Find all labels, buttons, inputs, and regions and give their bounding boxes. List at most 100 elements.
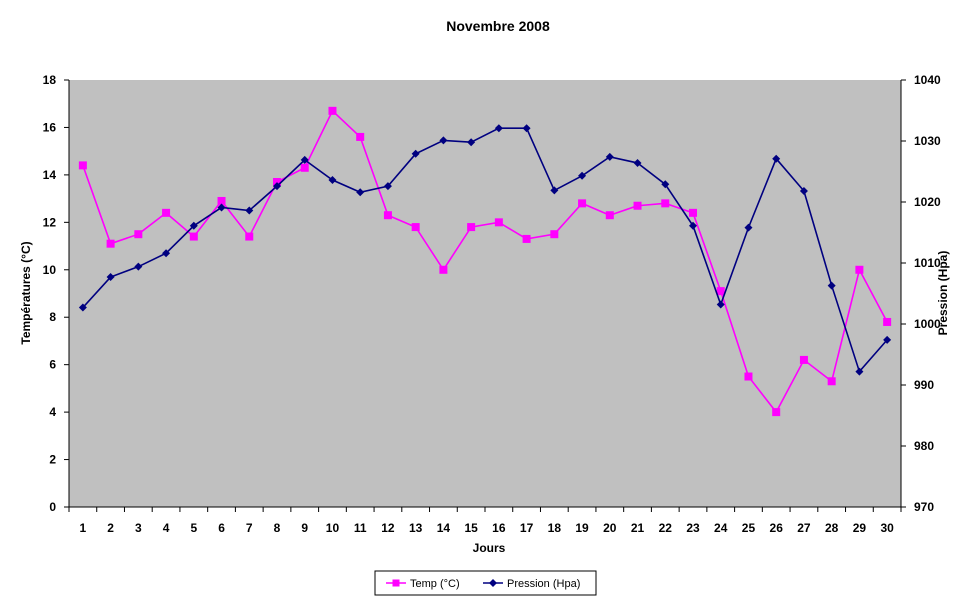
temp-point bbox=[356, 132, 365, 141]
temp-point bbox=[300, 163, 309, 172]
x-tick-label: 21 bbox=[631, 521, 645, 535]
legend-marker bbox=[489, 579, 497, 587]
pressure-point bbox=[467, 138, 476, 147]
x-tick-label: 27 bbox=[797, 521, 811, 535]
left-tick-label: 2 bbox=[49, 453, 56, 467]
pressure-point bbox=[162, 249, 171, 258]
plot-area bbox=[69, 80, 901, 507]
legend-label: Temp (°C) bbox=[410, 578, 460, 590]
series-2 bbox=[78, 124, 892, 376]
x-tick-label: 19 bbox=[575, 521, 589, 535]
x-tick-label: 30 bbox=[880, 521, 894, 535]
temp-point bbox=[162, 208, 171, 217]
x-tick-label: 8 bbox=[274, 521, 281, 535]
x-tick-label: 13 bbox=[409, 521, 423, 535]
pressure-point bbox=[300, 155, 309, 164]
pressure-point bbox=[550, 186, 559, 195]
pressure-point bbox=[439, 136, 448, 145]
temp-point bbox=[383, 211, 392, 220]
x-tick-label: 26 bbox=[770, 521, 784, 535]
x-tick-label: 4 bbox=[163, 521, 170, 535]
pressure-point bbox=[189, 221, 198, 230]
x-tick-label: 17 bbox=[520, 521, 534, 535]
chart-title: Novembre 2008 bbox=[446, 18, 550, 34]
temp-point bbox=[106, 239, 115, 248]
temp-point bbox=[772, 408, 781, 417]
left-tick-label: 10 bbox=[43, 263, 57, 277]
pressure-point bbox=[605, 152, 614, 161]
pressure-point bbox=[716, 300, 725, 309]
series-line bbox=[82, 109, 888, 414]
pressure-point bbox=[356, 188, 365, 197]
temp-point bbox=[439, 265, 448, 274]
temp-point bbox=[883, 317, 892, 326]
pressure-point bbox=[633, 158, 642, 167]
series-1 bbox=[78, 106, 892, 417]
temp-point bbox=[633, 201, 642, 210]
right-tick-label: 980 bbox=[914, 439, 934, 453]
pressure-point bbox=[689, 221, 697, 230]
temp-point bbox=[827, 377, 836, 386]
x-tick-label: 6 bbox=[218, 521, 225, 535]
x-tick-label: 22 bbox=[659, 521, 673, 535]
temp-point bbox=[328, 106, 337, 115]
x-tick-label: 28 bbox=[825, 521, 839, 535]
temp-point bbox=[799, 355, 808, 364]
x-tick-label: 24 bbox=[714, 521, 728, 535]
legend-marker bbox=[392, 579, 400, 587]
pressure-point bbox=[494, 124, 503, 133]
pressure-point bbox=[744, 223, 753, 232]
x-tick-label: 11 bbox=[354, 521, 367, 535]
x-axis-label: Jours bbox=[473, 541, 506, 555]
pressure-point bbox=[883, 335, 892, 344]
right-tick-label: 990 bbox=[914, 378, 934, 392]
legend-label: Pression (Hpa) bbox=[507, 578, 580, 590]
x-tick-label: 2 bbox=[107, 521, 114, 535]
x-tick-label: 25 bbox=[742, 521, 756, 535]
x-tick-label: 3 bbox=[135, 521, 142, 535]
temp-point bbox=[245, 232, 254, 241]
x-tick-label: 15 bbox=[464, 521, 478, 535]
temp-point bbox=[78, 161, 87, 170]
pressure-point bbox=[799, 187, 808, 196]
right-tick-label: 1010 bbox=[914, 256, 941, 270]
y2-axis-label: Pression (Hpa) bbox=[936, 251, 950, 336]
temp-point bbox=[411, 223, 420, 232]
temp-point bbox=[744, 372, 753, 381]
pressure-point bbox=[134, 262, 143, 271]
x-tick-label: 12 bbox=[381, 521, 395, 535]
temp-point bbox=[550, 230, 559, 239]
right-axis-ticks: 970 980 990 1000 1010 1020 1030 1040 bbox=[901, 73, 941, 514]
temp-point bbox=[273, 178, 281, 187]
pressure-point bbox=[661, 180, 670, 189]
x-tick-label: 29 bbox=[853, 521, 867, 535]
left-tick-label: 4 bbox=[49, 405, 56, 419]
temp-point bbox=[689, 208, 697, 217]
left-tick-label: 12 bbox=[43, 215, 57, 229]
legend-box bbox=[374, 570, 597, 596]
temp-point bbox=[716, 287, 725, 296]
pressure-point bbox=[273, 182, 281, 191]
x-tick-label: 14 bbox=[437, 521, 451, 535]
pressure-point bbox=[217, 203, 226, 212]
pressure-point bbox=[855, 367, 864, 376]
pressure-point bbox=[383, 182, 392, 191]
left-tick-label: 0 bbox=[49, 500, 56, 514]
x-tick-label: 20 bbox=[603, 521, 617, 535]
pressure-point bbox=[827, 281, 836, 290]
left-tick-label: 16 bbox=[43, 120, 57, 134]
x-tick-label: 5 bbox=[190, 521, 197, 535]
temp-point bbox=[189, 232, 198, 241]
right-tick-label: 1000 bbox=[914, 317, 941, 331]
pressure-point bbox=[772, 154, 781, 163]
x-tick-label: 7 bbox=[246, 521, 253, 535]
left-tick-label: 18 bbox=[43, 73, 57, 87]
left-tick-label: 8 bbox=[49, 310, 56, 324]
temp-point bbox=[494, 218, 503, 227]
legend: Temp (°C) Pression (Hpa) bbox=[374, 570, 597, 596]
right-tick-label: 970 bbox=[914, 500, 934, 514]
left-tick-label: 14 bbox=[43, 168, 57, 182]
temp-point bbox=[134, 230, 143, 239]
x-tick-label: 1 bbox=[80, 521, 87, 535]
